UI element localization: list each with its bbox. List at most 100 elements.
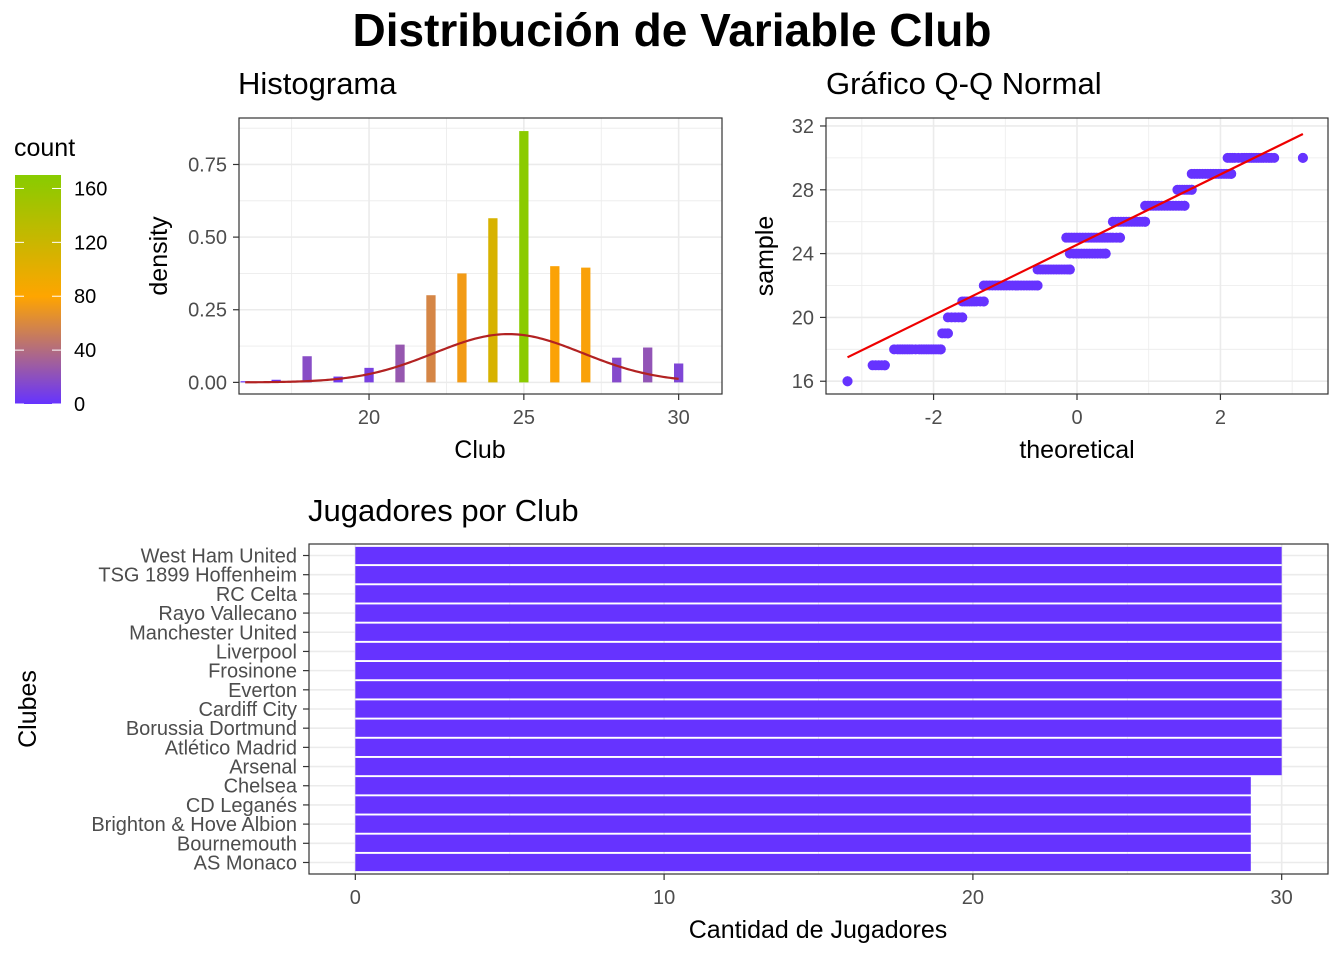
bar-x-tick-label: 10 xyxy=(653,887,675,909)
qq-point xyxy=(1297,152,1308,163)
histogram-x-tick-label: 25 xyxy=(513,407,535,429)
histogram-bar xyxy=(519,131,529,383)
club-bar xyxy=(355,546,1282,565)
club-bar xyxy=(355,757,1282,776)
club-bar xyxy=(355,815,1251,833)
qq-x-tick-label: 0 xyxy=(1071,407,1082,429)
legend-tick-label: 0 xyxy=(74,394,85,416)
club-label: Liverpool xyxy=(216,641,297,663)
histogram-plot-border xyxy=(238,117,723,395)
histogram-title: Histograma xyxy=(238,66,397,101)
histogram-y-tick-label: 0.25 xyxy=(188,300,227,322)
qq-y-tick-label: 32 xyxy=(792,116,814,138)
histogram-bar xyxy=(550,266,560,383)
qq-point xyxy=(879,360,890,371)
club-bar xyxy=(355,604,1282,622)
club-bar xyxy=(355,681,1282,699)
club-label: Borussia Dortmund xyxy=(126,718,297,740)
bar-x-tick-label: 0 xyxy=(350,887,361,909)
club-bar xyxy=(355,719,1282,737)
club-bar xyxy=(355,566,1282,584)
qq-point xyxy=(1100,248,1111,259)
club-label: Cardiff City xyxy=(198,699,297,721)
histogram-bar xyxy=(395,344,405,383)
histogram-bar xyxy=(581,267,591,383)
qq-x-tick-label: 2 xyxy=(1215,407,1226,429)
club-label: AS Monaco xyxy=(194,852,297,874)
legend-tick-label: 160 xyxy=(74,178,107,200)
qq-y-tick-label: 28 xyxy=(792,180,814,202)
count-legend: count 0 40 80 120 160 xyxy=(14,134,107,416)
histogram-x-axis-label: Club xyxy=(454,436,505,464)
qq-point xyxy=(978,296,989,307)
qq-y-tick-label: 20 xyxy=(792,307,814,329)
histogram-bar xyxy=(426,295,436,383)
qq-title: Gráfico Q-Q Normal xyxy=(826,66,1102,101)
club-label: Atlético Madrid xyxy=(165,737,297,759)
club-label: Brighton & Hove Albion xyxy=(91,814,297,836)
bar-x-tick-label: 20 xyxy=(962,887,984,909)
qq-reference-line xyxy=(847,132,1304,359)
club-bar xyxy=(355,777,1251,795)
histogram-bar xyxy=(488,218,498,383)
bar-x-axis-label: Cantidad de Jugadores xyxy=(689,916,948,944)
qq-x-axis-label: theoretical xyxy=(1019,436,1134,464)
club-label: Frosinone xyxy=(208,661,297,683)
club-label: Manchester United xyxy=(129,622,297,644)
histogram-x-tick-label: 20 xyxy=(358,407,380,429)
club-bar xyxy=(355,585,1282,603)
main-title: Distribución de Variable Club xyxy=(352,4,992,56)
club-label: Everton xyxy=(228,680,297,702)
histogram-panel: Histograma 20 25 30 0.00 0.25 0.50 0.75 Club d… xyxy=(145,66,723,464)
histogram-y-tick-label: 0.75 xyxy=(188,154,227,176)
histogram-bar xyxy=(674,363,684,383)
histogram-bar xyxy=(612,357,622,383)
club-label: Bournemouth xyxy=(177,833,297,855)
legend-title: count xyxy=(14,134,75,162)
histogram-y-axis-label: density xyxy=(145,216,173,296)
bar-x-tick-label: 30 xyxy=(1271,887,1293,909)
qq-point xyxy=(1179,200,1190,211)
bar-y-axis-label: Clubes xyxy=(14,670,42,748)
qq-point xyxy=(935,344,946,355)
qq-y-axis-label: sample xyxy=(751,216,779,297)
histogram-density-line xyxy=(245,332,679,384)
club-label: Rayo Vallecano xyxy=(158,603,297,625)
qq-point xyxy=(957,312,968,323)
club-label: West Ham United xyxy=(141,546,297,568)
bar-title: Jugadores por Club xyxy=(308,493,579,528)
legend-colorbar xyxy=(15,175,61,404)
legend-tick-label: 40 xyxy=(74,340,96,362)
qq-x-tick-label: -2 xyxy=(925,407,943,429)
qq-panel: Gráfico Q-Q Normal -2 0 2 16 20 24 28 32 theore… xyxy=(751,66,1329,464)
qq-y-tick-label: 24 xyxy=(792,244,814,266)
histogram-bar xyxy=(643,347,653,383)
qq-point xyxy=(1064,264,1075,275)
histogram-x-tick-label: 30 xyxy=(668,407,690,429)
qq-point xyxy=(1115,232,1126,243)
club-label: Chelsea xyxy=(224,776,298,798)
club-bar xyxy=(355,642,1282,661)
club-label: Arsenal xyxy=(229,757,297,779)
legend-tick-label: 120 xyxy=(74,232,107,254)
club-label: RC Celta xyxy=(216,584,298,606)
legend-tick-label: 80 xyxy=(74,286,96,308)
club-label: CD Leganés xyxy=(186,795,297,817)
club-label: TSG 1899 Hoffenheim xyxy=(98,565,297,587)
club-bar xyxy=(355,796,1251,814)
club-bar xyxy=(355,853,1251,872)
qq-y-tick-label: 16 xyxy=(792,371,814,393)
qq-point xyxy=(1032,280,1043,291)
qq-point xyxy=(1269,152,1280,163)
qq-point xyxy=(942,328,953,339)
club-bar xyxy=(355,661,1282,680)
histogram-bar xyxy=(457,273,467,383)
club-bar xyxy=(355,700,1282,718)
histogram-y-tick-label: 0.00 xyxy=(188,372,227,394)
club-bar xyxy=(355,623,1282,641)
histogram-bar xyxy=(302,356,312,383)
qq-point xyxy=(1140,216,1151,227)
histogram-y-tick-label: 0.50 xyxy=(188,227,227,249)
